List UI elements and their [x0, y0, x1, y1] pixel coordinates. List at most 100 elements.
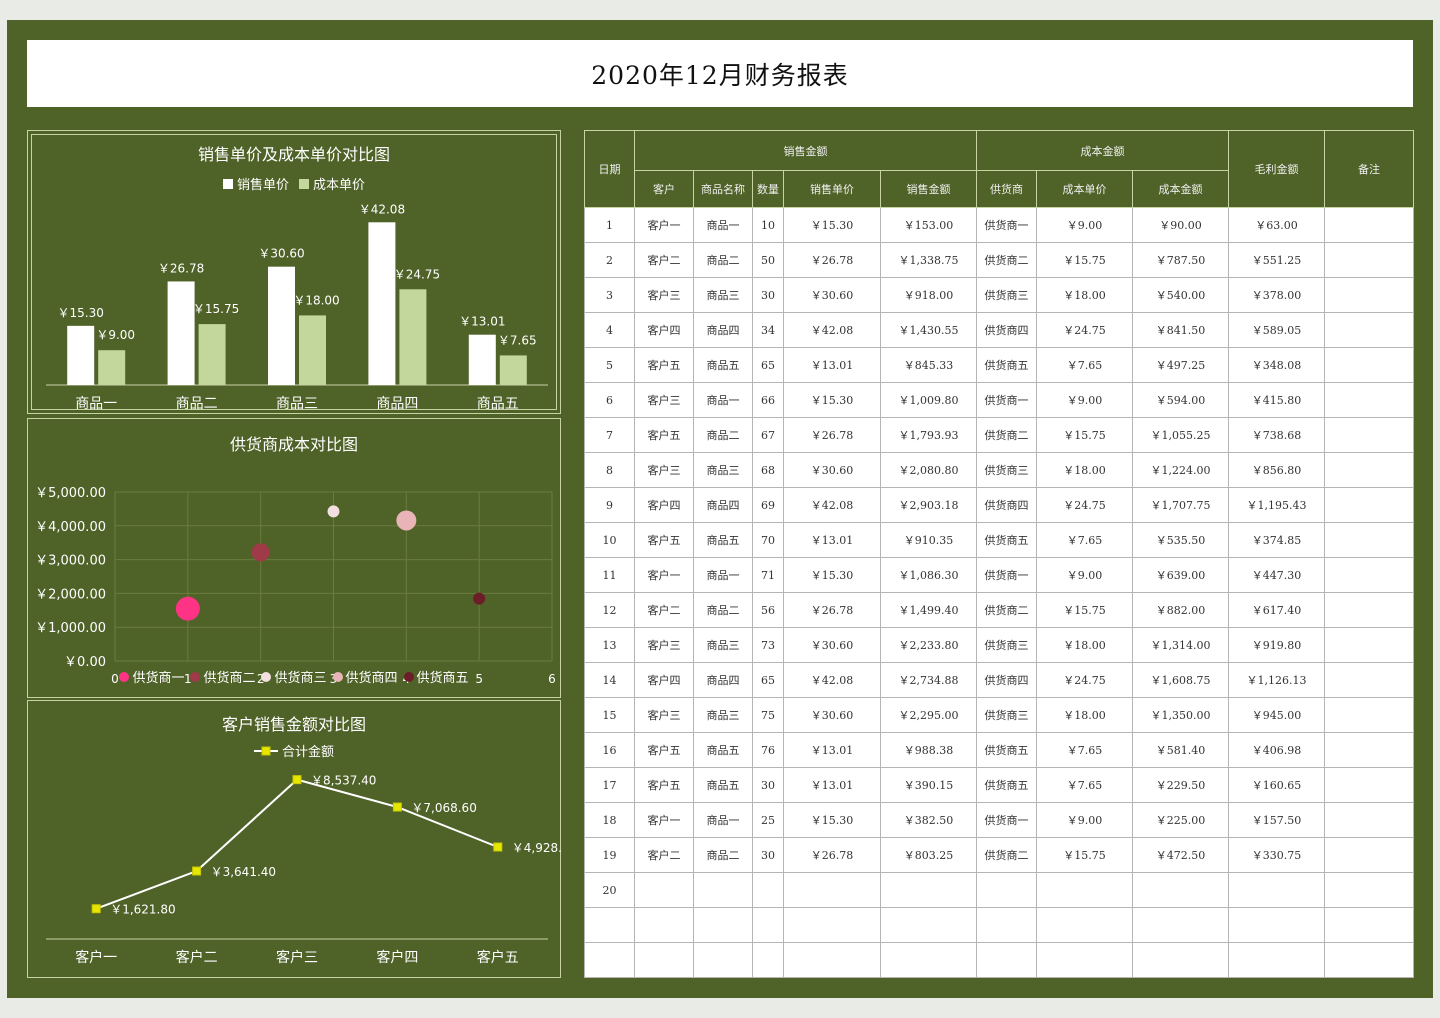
cell-cost-amount[interactable]: ￥540.00: [1132, 277, 1229, 313]
cell-cost-unit-price[interactable]: ￥18.00: [1036, 627, 1133, 663]
bar-chart-panel[interactable]: 销售单价及成本单价对比图 销售单价 成本单价 ￥15.30 ￥9.00 商品一 ￥26…: [27, 130, 561, 414]
cell-product[interactable]: 商品三: [693, 697, 753, 733]
cell-supplier[interactable]: 供货商二: [976, 592, 1037, 628]
cell-date[interactable]: 17: [584, 767, 635, 803]
cell-cost-amount[interactable]: ￥1,314.00: [1132, 627, 1229, 663]
cell-sales-amount[interactable]: ￥1,009.80: [880, 382, 977, 418]
cell-sales-amount[interactable]: [880, 907, 977, 943]
cell-date[interactable]: 7: [584, 417, 635, 453]
cell-customer[interactable]: 客户三: [634, 452, 694, 488]
cell-cost-unit-price[interactable]: ￥15.75: [1036, 592, 1133, 628]
cell-gross-profit[interactable]: ￥738.68: [1228, 417, 1325, 453]
cell-sales-unit-price[interactable]: [783, 942, 881, 978]
cell-note[interactable]: [1324, 557, 1414, 593]
cell-gross-profit[interactable]: ￥551.25: [1228, 242, 1325, 278]
cell-date[interactable]: 4: [584, 312, 635, 348]
cell-sales-unit-price[interactable]: ￥15.30: [783, 382, 881, 418]
cell-cost-amount[interactable]: ￥497.25: [1132, 347, 1229, 383]
cell-date[interactable]: [584, 942, 635, 978]
cell-supplier[interactable]: 供货商二: [976, 242, 1037, 278]
cell-date[interactable]: 20: [584, 872, 635, 908]
cell-sales-unit-price[interactable]: ￥13.01: [783, 522, 881, 558]
cell-quantity[interactable]: 76: [752, 732, 784, 768]
cell-note[interactable]: [1324, 697, 1414, 733]
cell-cost-unit-price[interactable]: ￥7.65: [1036, 732, 1133, 768]
cell-quantity[interactable]: 65: [752, 347, 784, 383]
cell-cost-amount[interactable]: ￥581.40: [1132, 732, 1229, 768]
cell-product[interactable]: 商品一: [693, 207, 753, 243]
cell-supplier[interactable]: 供货商二: [976, 837, 1037, 873]
cell-sales-unit-price[interactable]: ￥26.78: [783, 592, 881, 628]
cell-sales-unit-price[interactable]: ￥13.01: [783, 767, 881, 803]
cell-customer[interactable]: 客户二: [634, 592, 694, 628]
cell-sales-amount[interactable]: [880, 872, 977, 908]
cell-sales-amount[interactable]: ￥390.15: [880, 767, 977, 803]
cell-supplier[interactable]: [976, 872, 1037, 908]
cell-quantity[interactable]: 56: [752, 592, 784, 628]
cell-gross-profit[interactable]: ￥160.65: [1228, 767, 1325, 803]
cell-customer[interactable]: 客户四: [634, 487, 694, 523]
cell-sales-amount[interactable]: ￥2,080.80: [880, 452, 977, 488]
cell-customer[interactable]: 客户四: [634, 662, 694, 698]
cell-product[interactable]: 商品五: [693, 767, 753, 803]
cell-customer[interactable]: [634, 872, 694, 908]
cell-cost-amount[interactable]: ￥90.00: [1132, 207, 1229, 243]
cell-sales-amount[interactable]: ￥988.38: [880, 732, 977, 768]
cell-gross-profit[interactable]: ￥1,195.43: [1228, 487, 1325, 523]
cell-date[interactable]: 15: [584, 697, 635, 733]
cell-supplier[interactable]: 供货商一: [976, 802, 1037, 838]
cell-product[interactable]: 商品四: [693, 487, 753, 523]
cell-quantity[interactable]: 30: [752, 277, 784, 313]
cell-date[interactable]: 14: [584, 662, 635, 698]
cell-sales-amount[interactable]: ￥2,295.00: [880, 697, 977, 733]
cell-gross-profit[interactable]: ￥856.80: [1228, 452, 1325, 488]
cell-supplier[interactable]: 供货商四: [976, 662, 1037, 698]
cell-note[interactable]: [1324, 872, 1414, 908]
cell-date[interactable]: 2: [584, 242, 635, 278]
cell-supplier[interactable]: 供货商一: [976, 382, 1037, 418]
cell-customer[interactable]: 客户一: [634, 207, 694, 243]
cell-cost-unit-price[interactable]: [1036, 942, 1133, 978]
cell-note[interactable]: [1324, 382, 1414, 418]
cell-date[interactable]: 18: [584, 802, 635, 838]
cell-cost-amount[interactable]: [1132, 907, 1229, 943]
cell-product[interactable]: 商品四: [693, 312, 753, 348]
cell-sales-unit-price[interactable]: ￥30.60: [783, 452, 881, 488]
cell-customer[interactable]: 客户三: [634, 277, 694, 313]
cell-gross-profit[interactable]: ￥157.50: [1228, 802, 1325, 838]
cell-note[interactable]: [1324, 837, 1414, 873]
cell-supplier[interactable]: 供货商五: [976, 732, 1037, 768]
cell-sales-unit-price[interactable]: ￥30.60: [783, 277, 881, 313]
cell-gross-profit[interactable]: ￥378.00: [1228, 277, 1325, 313]
cell-cost-unit-price[interactable]: ￥9.00: [1036, 382, 1133, 418]
cell-gross-profit[interactable]: ￥374.85: [1228, 522, 1325, 558]
cell-quantity[interactable]: 50: [752, 242, 784, 278]
cell-cost-amount[interactable]: ￥1,055.25: [1132, 417, 1229, 453]
cell-sales-unit-price[interactable]: [783, 907, 881, 943]
cell-note[interactable]: [1324, 662, 1414, 698]
line-chart-panel[interactable]: 客户销售金额对比图 合计金额 ￥1,621.80 客户一 ￥3,641.40 客户二 ￥…: [27, 700, 562, 978]
cell-sales-unit-price[interactable]: [783, 872, 881, 908]
cell-gross-profit[interactable]: ￥447.30: [1228, 557, 1325, 593]
scatter-chart-panel[interactable]: 供货商成本对比图 ￥0.00 ￥1,000.00 ￥2,000.00 ￥3,000.0…: [27, 418, 561, 698]
cell-product[interactable]: [693, 907, 753, 943]
cell-quantity[interactable]: 71: [752, 557, 784, 593]
cell-cost-amount[interactable]: ￥229.50: [1132, 767, 1229, 803]
cell-sales-unit-price[interactable]: ￥13.01: [783, 347, 881, 383]
cell-note[interactable]: [1324, 592, 1414, 628]
cell-gross-profit[interactable]: ￥63.00: [1228, 207, 1325, 243]
cell-supplier[interactable]: 供货商五: [976, 522, 1037, 558]
cell-supplier[interactable]: [976, 942, 1037, 978]
cell-customer[interactable]: 客户五: [634, 417, 694, 453]
cell-cost-unit-price[interactable]: ￥24.75: [1036, 662, 1133, 698]
cell-note[interactable]: [1324, 347, 1414, 383]
cell-customer[interactable]: 客户一: [634, 557, 694, 593]
cell-cost-unit-price[interactable]: [1036, 872, 1133, 908]
cell-sales-unit-price[interactable]: ￥26.78: [783, 417, 881, 453]
cell-sales-amount[interactable]: ￥1,430.55: [880, 312, 977, 348]
cell-supplier[interactable]: 供货商三: [976, 627, 1037, 663]
cell-product[interactable]: [693, 872, 753, 908]
cell-cost-unit-price[interactable]: ￥15.75: [1036, 837, 1133, 873]
cell-cost-unit-price[interactable]: ￥18.00: [1036, 452, 1133, 488]
cell-sales-amount[interactable]: ￥910.35: [880, 522, 977, 558]
